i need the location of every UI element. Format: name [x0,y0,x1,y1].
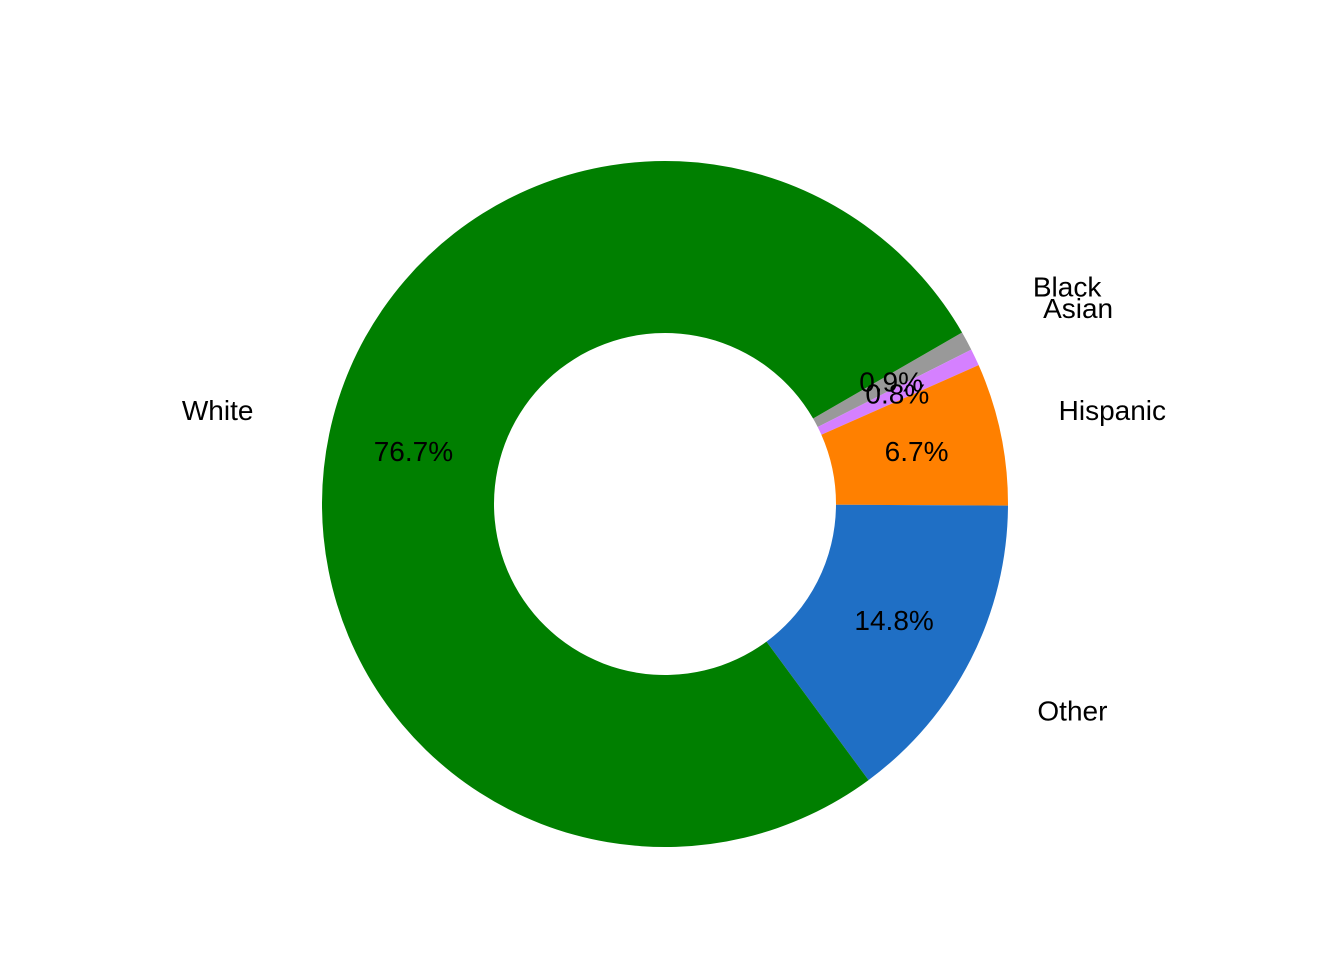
slice-black [813,332,972,428]
percent-labels: 0.9%0.8% 6.7% 14.8% 76.7% [374,366,949,636]
slice-hispanic [821,365,1008,506]
category-label-hispanic: Hispanic [1059,395,1166,426]
percent-label-other: 14.8% [854,605,933,636]
category-label-white: White [182,395,254,426]
category-label-other: Other [1037,696,1107,727]
slice-white [322,161,963,847]
slice-asian [817,349,979,435]
percent-label-asian: 0.8% [865,379,929,410]
slice-other [766,504,1008,781]
category-label-asian: Asian [1043,293,1113,324]
percent-label-black: 0.9% [859,366,923,397]
percent-label-hispanic: 6.7% [885,436,949,467]
category-label-black: Black [1033,271,1102,302]
donut-slices [322,161,1008,847]
percent-label-white: 76.7% [374,436,453,467]
